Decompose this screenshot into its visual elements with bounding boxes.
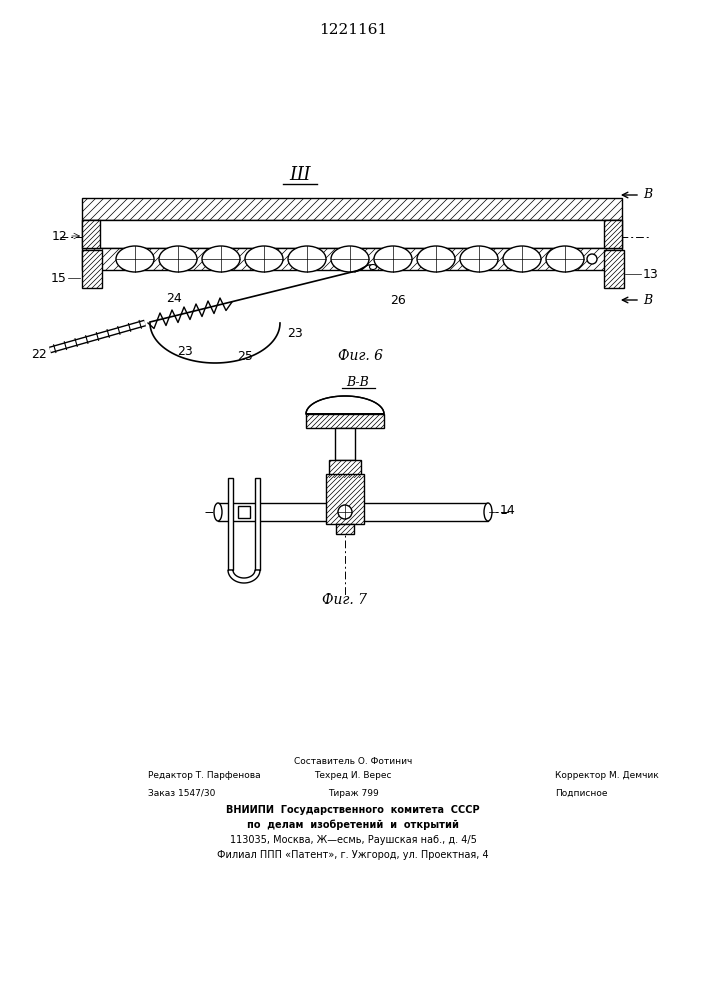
Bar (238, 506, 250, 518)
Text: B-B: B-B (346, 375, 369, 388)
Bar (82, 198, 622, 220)
Text: Заказ 1547/30: Заказ 1547/30 (148, 788, 216, 798)
Ellipse shape (338, 505, 352, 519)
Bar (336, 524, 354, 534)
Bar (82, 220, 622, 248)
Text: 26: 26 (390, 294, 406, 306)
Ellipse shape (587, 254, 597, 264)
Bar (306, 414, 384, 428)
Text: 1221161: 1221161 (319, 23, 387, 37)
Ellipse shape (159, 246, 197, 272)
Ellipse shape (460, 246, 498, 272)
Text: В: В (643, 188, 652, 202)
Bar (326, 474, 364, 524)
Text: Тираж 799: Тираж 799 (327, 788, 378, 798)
Bar (82, 220, 100, 248)
Ellipse shape (288, 246, 326, 272)
Bar (604, 220, 622, 248)
Text: Составитель О. Фотинич: Составитель О. Фотинич (294, 756, 412, 766)
Text: Филиал ППП «Патент», г. Ужгород, ул. Проектная, 4: Филиал ППП «Патент», г. Ужгород, ул. Про… (217, 850, 489, 860)
Bar (255, 478, 260, 570)
Text: по  делам  изобретений  и  открытий: по делам изобретений и открытий (247, 820, 459, 830)
Text: ВНИИПИ  Государственного  комитета  СССР: ВНИИПИ Государственного комитета СССР (226, 805, 480, 815)
Bar (82, 248, 622, 270)
Text: 12: 12 (51, 230, 67, 242)
Text: 14: 14 (500, 504, 515, 516)
Ellipse shape (370, 264, 377, 269)
Bar (228, 478, 233, 570)
Text: 24: 24 (166, 292, 182, 304)
Ellipse shape (503, 246, 541, 272)
Ellipse shape (546, 246, 584, 272)
Text: Техред И. Верес: Техред И. Верес (314, 772, 392, 780)
Polygon shape (306, 396, 384, 414)
Ellipse shape (484, 503, 492, 521)
Ellipse shape (214, 503, 222, 521)
Text: 23: 23 (177, 345, 193, 358)
Text: Редактор Т. Парфенова: Редактор Т. Парфенова (148, 772, 261, 780)
Text: 23: 23 (287, 327, 303, 340)
Ellipse shape (116, 246, 154, 272)
Bar (329, 460, 361, 478)
Text: Подписное: Подписное (555, 788, 607, 798)
Polygon shape (228, 570, 260, 583)
Text: Фиг. 7: Фиг. 7 (322, 593, 368, 607)
Bar (604, 250, 624, 288)
Text: В: В (643, 294, 652, 306)
Text: 13: 13 (643, 267, 659, 280)
Text: Фиг. 6: Фиг. 6 (337, 349, 382, 363)
Ellipse shape (245, 246, 283, 272)
Text: 22: 22 (31, 349, 47, 361)
Ellipse shape (417, 246, 455, 272)
Ellipse shape (202, 246, 240, 272)
Bar (218, 503, 488, 521)
Text: 25: 25 (237, 350, 253, 363)
Text: Ш: Ш (290, 166, 310, 184)
Bar (335, 428, 355, 460)
Ellipse shape (374, 246, 412, 272)
Ellipse shape (331, 246, 369, 272)
Text: Корректор М. Демчик: Корректор М. Демчик (555, 772, 659, 780)
Text: 113035, Москва, Ж—есмь, Раушская наб., д. 4/5: 113035, Москва, Ж—есмь, Раушская наб., д… (230, 835, 477, 845)
Bar (82, 250, 102, 288)
Text: 15: 15 (51, 271, 67, 284)
